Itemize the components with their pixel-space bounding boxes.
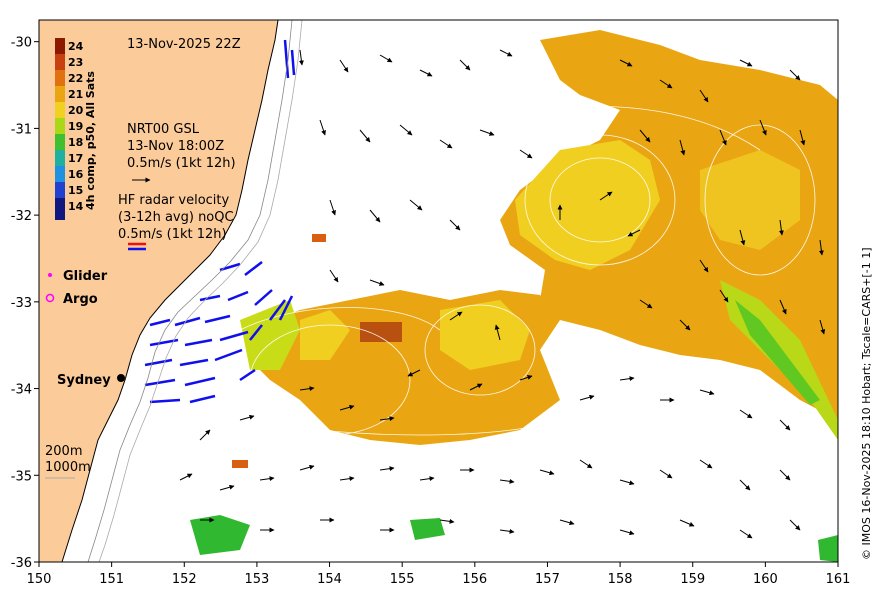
hf-legend-line2: (3-12h avg) noQC — [118, 210, 234, 225]
x-tick-label: 152 — [172, 572, 197, 587]
glider-symbol — [48, 273, 52, 277]
x-tick-label: 157 — [535, 572, 560, 587]
x-tick-label: 159 — [680, 572, 705, 587]
depth-label-200m: 200m — [45, 444, 82, 459]
colorbar-tick-label: 18 — [68, 136, 83, 149]
hf-legend-line3: 0.5m/s (1kt 12h) — [118, 227, 227, 242]
isobath-1000m — [98, 19, 303, 563]
colorbar-tick-label: 19 — [68, 120, 83, 133]
y-tick-label: -31 — [11, 122, 32, 137]
colorbar-tick-label: 21 — [68, 88, 83, 101]
y-axis: -30 -31 -32 -33 -34 -35 -36 — [11, 36, 39, 571]
y-tick-label: -30 — [11, 36, 32, 51]
colorbar-tick-label: 23 — [68, 56, 83, 69]
colorbar-tick-label: 14 — [68, 200, 84, 213]
gsl-legend-line2: 13-Nov 18:00Z — [127, 139, 224, 154]
x-tick-label: 156 — [462, 572, 487, 587]
city-label-sydney: Sydney — [57, 373, 111, 388]
gsl-legend-line1: NRT00 GSL — [127, 122, 200, 137]
colorbar-label: 4h comp, p50, All Sats — [84, 71, 97, 210]
argo-symbol — [45, 293, 55, 303]
sydney-marker — [117, 374, 125, 382]
sst-field — [190, 30, 838, 562]
y-tick-label: -34 — [11, 383, 32, 398]
x-tick-label: 155 — [390, 572, 415, 587]
x-tick-label: 160 — [753, 572, 778, 587]
colorbar-tick-label: 15 — [68, 184, 83, 197]
argo-label: Argo — [63, 292, 98, 307]
coastline — [61, 19, 279, 563]
x-tick-label: 161 — [826, 572, 851, 587]
depth-label-1000m: 1000m — [45, 460, 91, 475]
y-tick-label: -33 — [11, 296, 32, 311]
land-nsw — [39, 20, 278, 562]
x-tick-label: 150 — [27, 572, 52, 587]
x-tick-label: 158 — [608, 572, 633, 587]
x-axis: 150 151 152 153 154 155 156 157 158 159 160 161 — [27, 562, 851, 587]
x-tick-label: 151 — [99, 572, 124, 587]
plot-frame — [38, 19, 839, 563]
isobath-200m — [87, 19, 293, 563]
hf-legend-line1: HF radar velocity — [118, 193, 230, 208]
ssh-contours — [239, 106, 816, 436]
glider-label: Glider — [63, 269, 108, 284]
gsl-current-arrows — [179, 49, 826, 539]
credit-text: © IMOS 16-Nov-2025 18:10 Hobart; Tscale=… — [860, 248, 873, 560]
x-tick-label: 153 — [244, 572, 269, 587]
colorbar-tick-label: 22 — [68, 72, 83, 85]
colorbar: 24 23 22 21 20 19 18 17 16 15 14 4h comp, p50, All… — [55, 38, 97, 220]
x-tick-label: 154 — [317, 572, 342, 587]
colorbar-tick-label: 16 — [68, 168, 84, 181]
y-tick-label: -36 — [11, 556, 32, 571]
colorbar-tick-label: 20 — [68, 104, 84, 117]
gsl-legend-line3: 0.5m/s (1kt 12h) — [127, 156, 236, 171]
y-tick-label: -32 — [11, 209, 32, 224]
colorbar-tick-label: 24 — [68, 40, 84, 53]
map-title: 13-Nov-2025 22Z — [127, 37, 241, 52]
y-tick-label: -35 — [11, 469, 32, 484]
colorbar-tick-label: 17 — [68, 152, 83, 165]
hf-radar-arrows — [144, 39, 296, 404]
